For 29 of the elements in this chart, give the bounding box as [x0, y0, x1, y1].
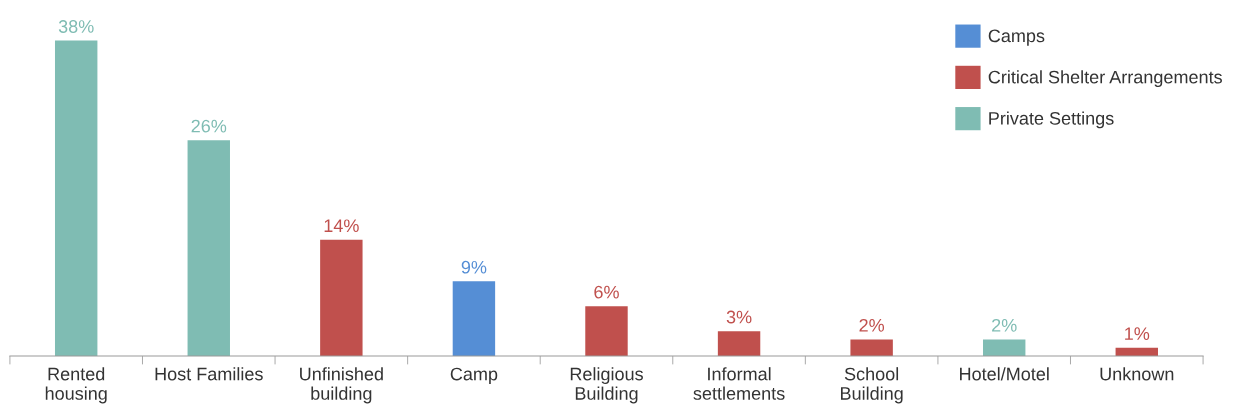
- x-tick-label: School Building: [841, 367, 903, 404]
- x-tick-label: Camp: [450, 367, 498, 384]
- data-label: 6%: [594, 285, 619, 299]
- legend-label: Private Settings: [989, 111, 1114, 129]
- bar: [452, 281, 496, 357]
- x-tick-label: Host Families: [155, 367, 263, 381]
- bar: [850, 339, 893, 357]
- data-label: 9%: [461, 260, 487, 274]
- bar: [717, 331, 761, 357]
- bar: [585, 306, 628, 357]
- x-tick-label: Unfinished building: [300, 367, 383, 404]
- x-tick-label: Hotel/Motel: [960, 367, 1049, 381]
- data-label: 1%: [1125, 327, 1150, 340]
- data-label: 26%: [191, 119, 227, 133]
- legend-label: Critical Shelter Arrangements: [988, 70, 1222, 88]
- data-label: 14%: [324, 219, 359, 233]
- bar: [320, 239, 363, 357]
- x-tick-label: Rented housing: [45, 367, 107, 404]
- x-tick-label: Religious Building: [570, 367, 643, 404]
- bar: [187, 140, 230, 357]
- data-label: 2%: [992, 318, 1017, 332]
- data-label: 2%: [859, 318, 885, 332]
- x-tick-label: Unknown: [1100, 367, 1174, 381]
- data-label: 38%: [58, 20, 94, 33]
- legend-label: Camps: [988, 29, 1045, 46]
- bar: [54, 40, 98, 357]
- data-label: 3%: [726, 310, 752, 324]
- x-tick-label: Informal settlements: [693, 367, 785, 400]
- bar: [983, 339, 1026, 357]
